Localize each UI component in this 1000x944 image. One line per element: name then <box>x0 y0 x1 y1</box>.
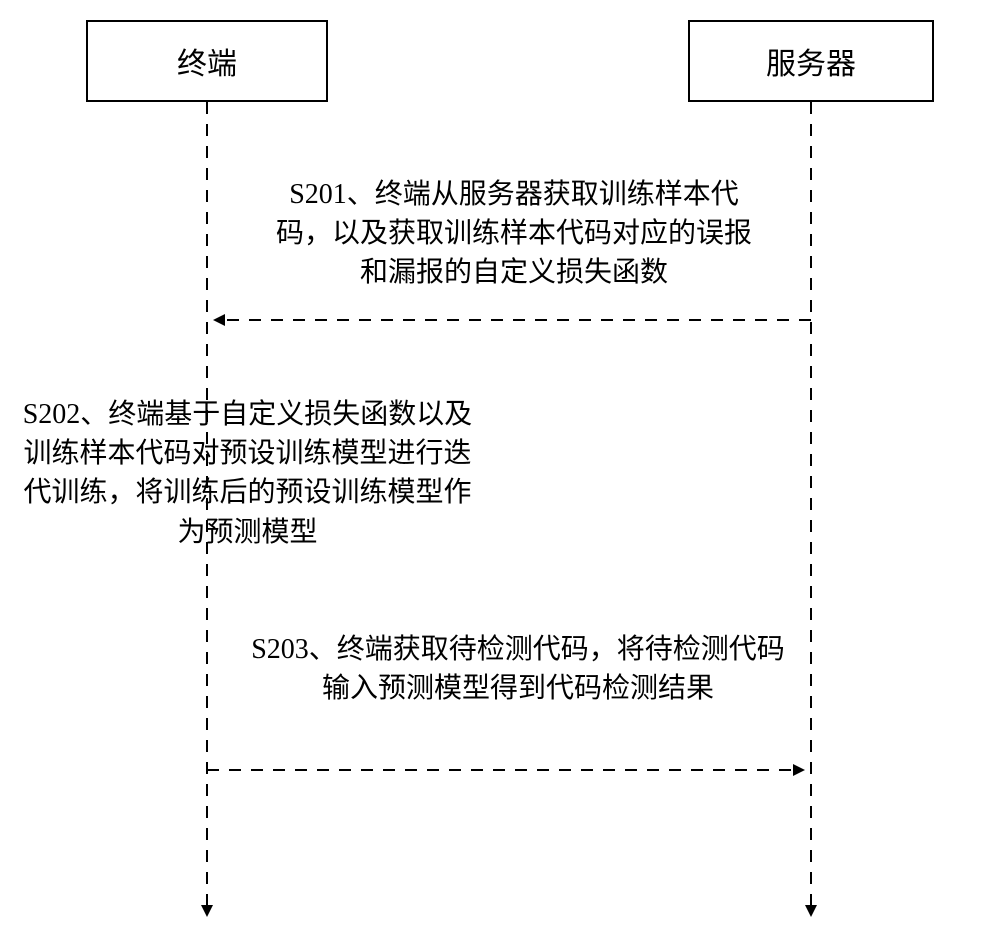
actor-server-box: 服务器 <box>688 20 934 102</box>
self-action-s202-label: S202、终端基于自定义损失函数以及训练样本代码对预设训练模型进行迭代训练，将训… <box>20 395 475 552</box>
sequence-diagram: 终端 服务器 S201、终端从服务器获取训练样本代码，以及获取训练样本代码对应的… <box>0 0 1000 944</box>
message-s201-label: S201、终端从服务器获取训练样本代码，以及获取训练样本代码对应的误报和漏报的自… <box>264 175 764 293</box>
actor-server-label: 服务器 <box>766 39 856 83</box>
actor-terminal-label: 终端 <box>177 39 237 83</box>
actor-terminal-box: 终端 <box>86 20 328 102</box>
message-s203-label: S203、终端获取待检测代码，将待检测代码输入预测模型得到代码检测结果 <box>248 630 788 708</box>
